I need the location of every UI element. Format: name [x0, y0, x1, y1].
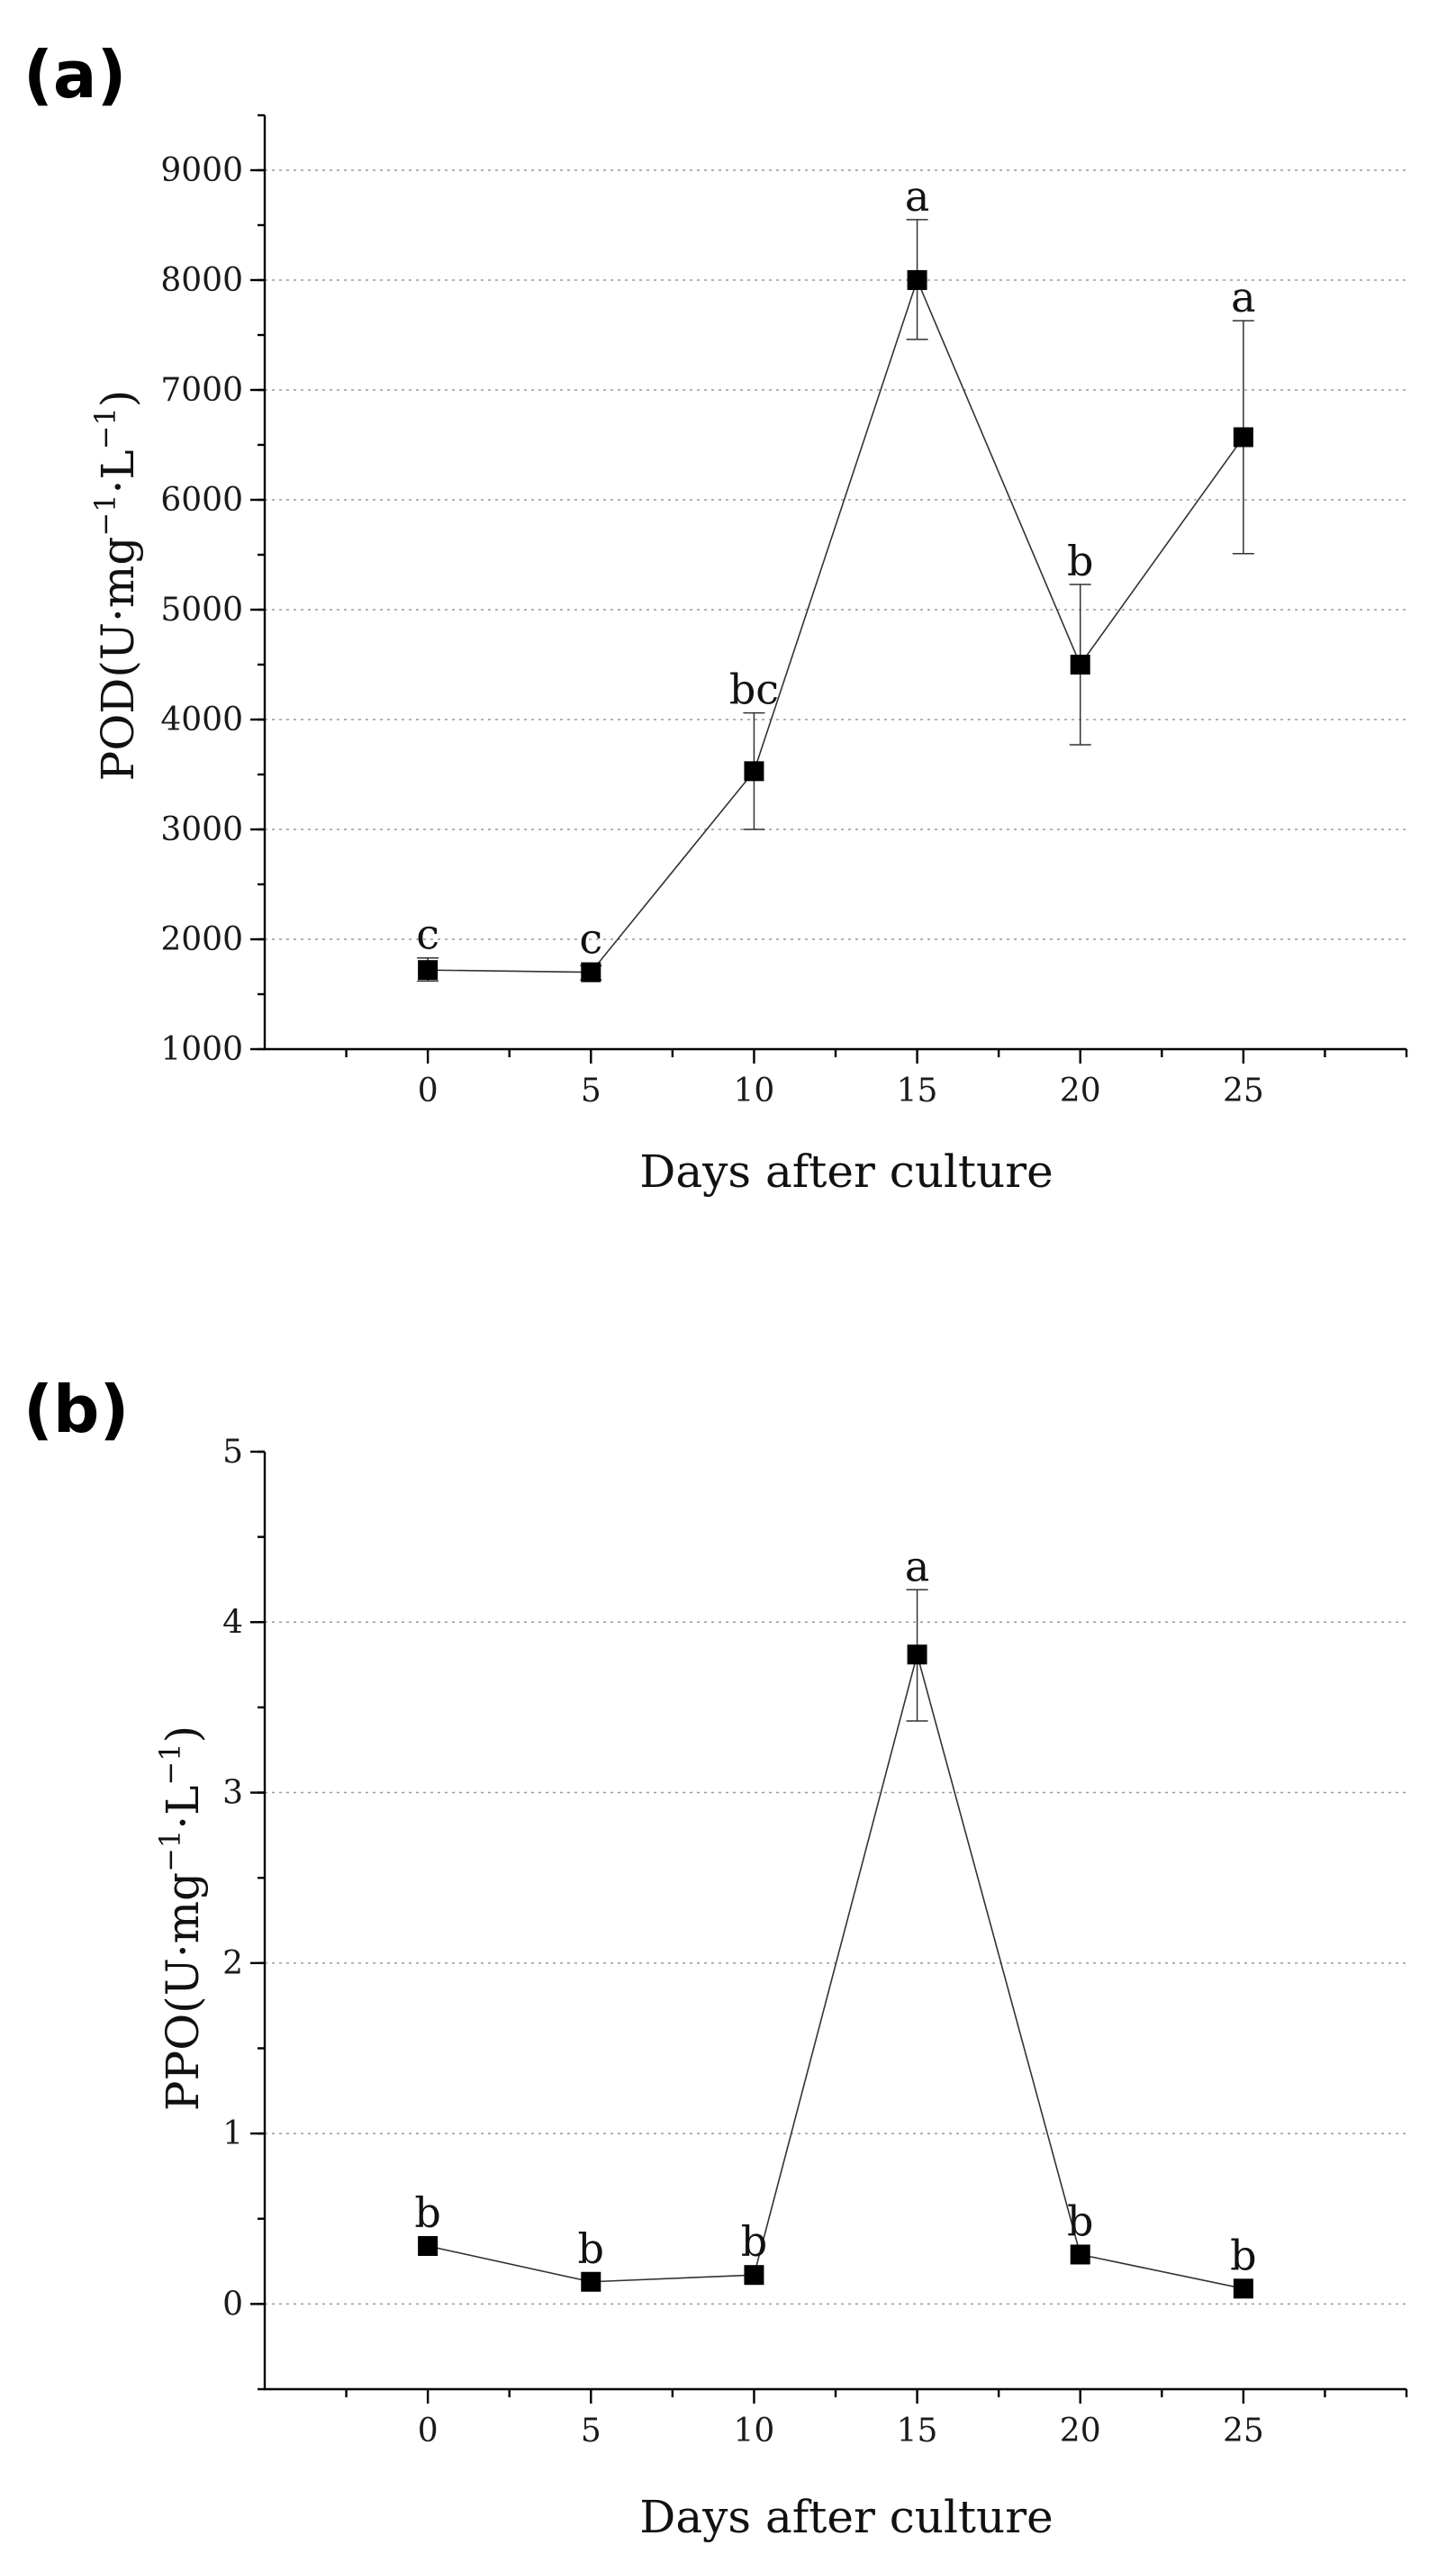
panel-a-x-tick-label: 5	[581, 1073, 601, 1109]
panel-b-x-axis-title: Days after culture	[639, 2491, 1053, 2543]
panel-a-y-tick-label: 2000	[160, 921, 243, 958]
panel-b-x-tick-label: 5	[581, 2413, 601, 2450]
panel-a-data-point	[418, 960, 439, 981]
panel-b-series-line	[427, 1652, 1244, 2290]
panel-a-x-tick-label: 15	[897, 1073, 938, 1109]
panel-a-y-tick-label: 4000	[160, 702, 243, 738]
panel-a-y-title-close: )	[92, 390, 144, 408]
panel-b-series: b b b a b b	[414, 1542, 1257, 2299]
panel-b-y-ticks: 0 1 2 3 4 5	[222, 1434, 265, 2391]
panel-b-significance-label: b	[741, 2217, 767, 2266]
panel-a-x-axis-title: Days after culture	[639, 1146, 1053, 1198]
panel-a-x-ticks: 0 5 10 15 20 25	[345, 1049, 1408, 1109]
panel-a-y-tick-label: 7000	[160, 372, 243, 409]
panel-a-y-tick-label: 8000	[160, 262, 243, 299]
panel-a-x-tick-label: 20	[1060, 1073, 1101, 1109]
panel-a-y-tick-label: 6000	[160, 482, 243, 519]
panel-a-y-title-sup2: −1	[88, 407, 122, 449]
panel-b-x-ticks: 0 5 10 15 20 25	[345, 2389, 1408, 2450]
panel-b-x-tick-label: 10	[734, 2413, 775, 2450]
panel-b-y-title-main: PPO(U·mg	[157, 1872, 209, 2111]
panel-b-significance-label: b	[414, 2188, 440, 2237]
panel-b-x-tick-label: 20	[1060, 2413, 1101, 2450]
panel-a-y-tick-label: 9000	[160, 152, 243, 189]
panel-a-y-title-sup1: −1	[88, 494, 122, 536]
panel-a-data-point	[1070, 655, 1090, 675]
panel-b-y-title-sup1: −1	[153, 1830, 187, 1872]
panel-a-data-point	[744, 761, 764, 782]
panel-b-significance-label: b	[1230, 2231, 1256, 2279]
panel-b-data-point	[744, 2265, 764, 2286]
panel-b-data-point	[418, 2236, 439, 2257]
panel-b-label: (b)	[23, 1372, 129, 1447]
panel-a-significance-label: b	[1067, 537, 1093, 585]
panel-a-series-line	[428, 277, 1244, 974]
panel-a-y-title-main: POD(U·mg	[92, 537, 144, 782]
panel-b-data-point	[1233, 2278, 1253, 2299]
panel-b-y-tick-label: 1	[222, 2115, 243, 2152]
panel-a-significance-label: a	[905, 172, 929, 221]
panel-a-data-point	[1233, 427, 1253, 448]
panel-a-significance-label: bc	[729, 666, 779, 714]
panel-b-data-point	[1070, 2244, 1090, 2265]
panel-b-y-title-mid: ·L	[157, 1786, 209, 1830]
panel-b-y-title-sup2: −1	[153, 1743, 187, 1785]
panel-b-x-tick-label: 15	[897, 2413, 938, 2450]
panel-a-significance-label: c	[416, 910, 439, 959]
panel-b-x-tick-label: 25	[1223, 2413, 1264, 2450]
panel-b-y-tick-label: 0	[222, 2286, 243, 2323]
panel-a-data-point	[581, 962, 601, 983]
panel-b-y-title-close: )	[157, 1725, 209, 1743]
panel-b-y-tick-label: 4	[222, 1604, 243, 1641]
panel-a-y-title-mid: ·L	[92, 449, 144, 494]
panel-b-y-tick-label: 5	[222, 1434, 243, 1471]
panel-a-significance-label: c	[579, 915, 602, 964]
panel-a-y-ticks: 1000 2000 3000 4000 5000 6000 7000 8000 9000	[160, 113, 265, 1068]
panel-a-y-axis-title: POD(U·mg−1·L−1)	[88, 390, 144, 782]
panel-a-y-tick-label: 1000	[160, 1031, 243, 1068]
panel-a-y-tick-label: 3000	[160, 811, 243, 848]
panel-b-data-point	[581, 2271, 601, 2292]
panel-a-axes	[263, 115, 1406, 1051]
panel-a: (a) 1000 2000 3000 4000 5000 6000 7000 8000 9000…	[23, 37, 1408, 1198]
panel-a-y-tick-label: 5000	[160, 592, 243, 629]
panel-a-x-tick-label: 0	[418, 1073, 439, 1109]
panel-b-y-axis-title: PPO(U·mg−1·L−1)	[153, 1725, 209, 2111]
panel-a-grid	[265, 169, 1406, 940]
panel-b-y-tick-label: 2	[222, 1945, 243, 1982]
panel-a-x-tick-label: 10	[734, 1073, 775, 1109]
panel-b-data-point	[907, 1644, 927, 1665]
panel-a-series: c c bc a b a	[416, 172, 1256, 983]
panel-b: (b) 0 1 2 3 4 5 0 5 10 15 20 25 b b b a b b Days after …	[23, 1372, 1408, 2543]
panel-b-significance-label: a	[905, 1542, 929, 1590]
panel-b-x-tick-label: 0	[418, 2413, 439, 2450]
panel-b-significance-label: b	[1067, 2196, 1093, 2245]
panel-b-significance-label: b	[578, 2224, 604, 2273]
panel-a-significance-label: a	[1231, 273, 1255, 322]
panel-a-x-tick-label: 25	[1223, 1073, 1264, 1109]
panel-a-label: (a)	[23, 37, 126, 113]
panel-b-y-tick-label: 3	[222, 1775, 243, 1812]
panel-a-data-point	[907, 270, 927, 290]
